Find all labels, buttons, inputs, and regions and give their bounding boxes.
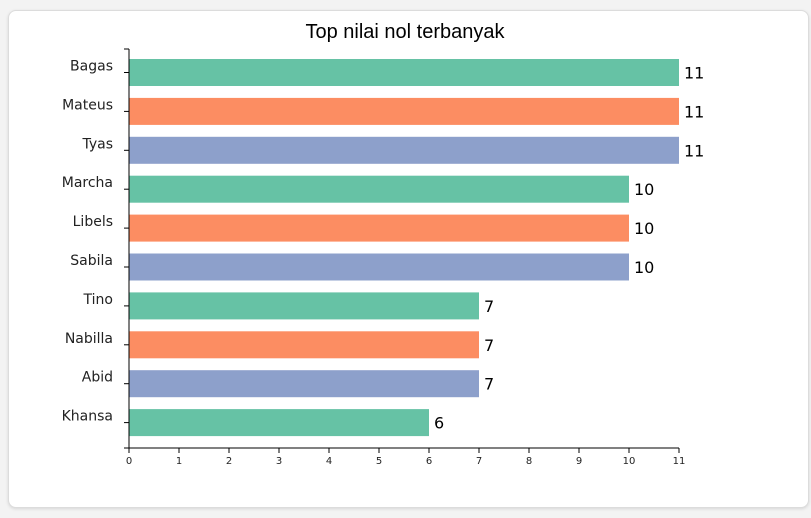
data-label: 11 bbox=[684, 141, 704, 160]
bar bbox=[129, 409, 429, 437]
bar bbox=[129, 331, 479, 359]
x-tick-label: 9 bbox=[576, 456, 582, 467]
x-tick-label: 4 bbox=[326, 456, 332, 467]
x-tick-label: 8 bbox=[526, 456, 532, 467]
bar bbox=[129, 97, 679, 125]
x-tick-label: 5 bbox=[376, 456, 382, 467]
category-label: Marcha bbox=[62, 175, 113, 191]
x-tick-label: 7 bbox=[476, 456, 482, 467]
x-tick-label: 10 bbox=[623, 456, 636, 467]
bar bbox=[129, 175, 629, 203]
category-label: Sabila bbox=[70, 253, 113, 269]
data-label: 6 bbox=[434, 414, 444, 433]
x-tick-label: 1 bbox=[176, 456, 182, 467]
category-label: Tyas bbox=[81, 136, 113, 152]
axis-layer: 0 1 2 3 4 5 6 7 8 9 10 11 Bagas Mateus Tyas Marcha Libel… bbox=[62, 48, 686, 467]
data-label: 7 bbox=[484, 375, 494, 394]
x-tick-label: 2 bbox=[226, 456, 232, 467]
x-tick-label: 11 bbox=[673, 456, 686, 467]
data-label: 10 bbox=[634, 258, 654, 277]
data-label: 7 bbox=[484, 297, 494, 316]
category-label: Mateus bbox=[62, 97, 113, 113]
category-label: Bagas bbox=[70, 59, 113, 75]
data-label: 7 bbox=[484, 336, 494, 355]
bar bbox=[129, 136, 679, 164]
data-label: 11 bbox=[684, 102, 704, 121]
x-tick-label: 0 bbox=[126, 456, 132, 467]
data-label: 10 bbox=[634, 219, 654, 238]
category-label: Libels bbox=[73, 214, 113, 230]
x-tick-label: 6 bbox=[426, 456, 432, 467]
data-label: 11 bbox=[684, 64, 704, 83]
bar bbox=[129, 292, 479, 320]
category-label: Abid bbox=[82, 370, 113, 386]
bar bbox=[129, 214, 629, 242]
bar bbox=[129, 59, 679, 86]
category-label: Khansa bbox=[62, 409, 113, 425]
x-tick-label: 3 bbox=[276, 456, 282, 467]
chart-title: Top nilai nol terbanyak bbox=[305, 21, 505, 43]
category-label: Nabilla bbox=[65, 331, 113, 347]
bar bbox=[129, 370, 479, 398]
data-label: 10 bbox=[634, 180, 654, 199]
bar bbox=[129, 253, 629, 281]
category-label: Tino bbox=[83, 292, 113, 308]
bars-layer: 11 11 11 10 10 10 7 7 7 6 bbox=[129, 59, 704, 437]
